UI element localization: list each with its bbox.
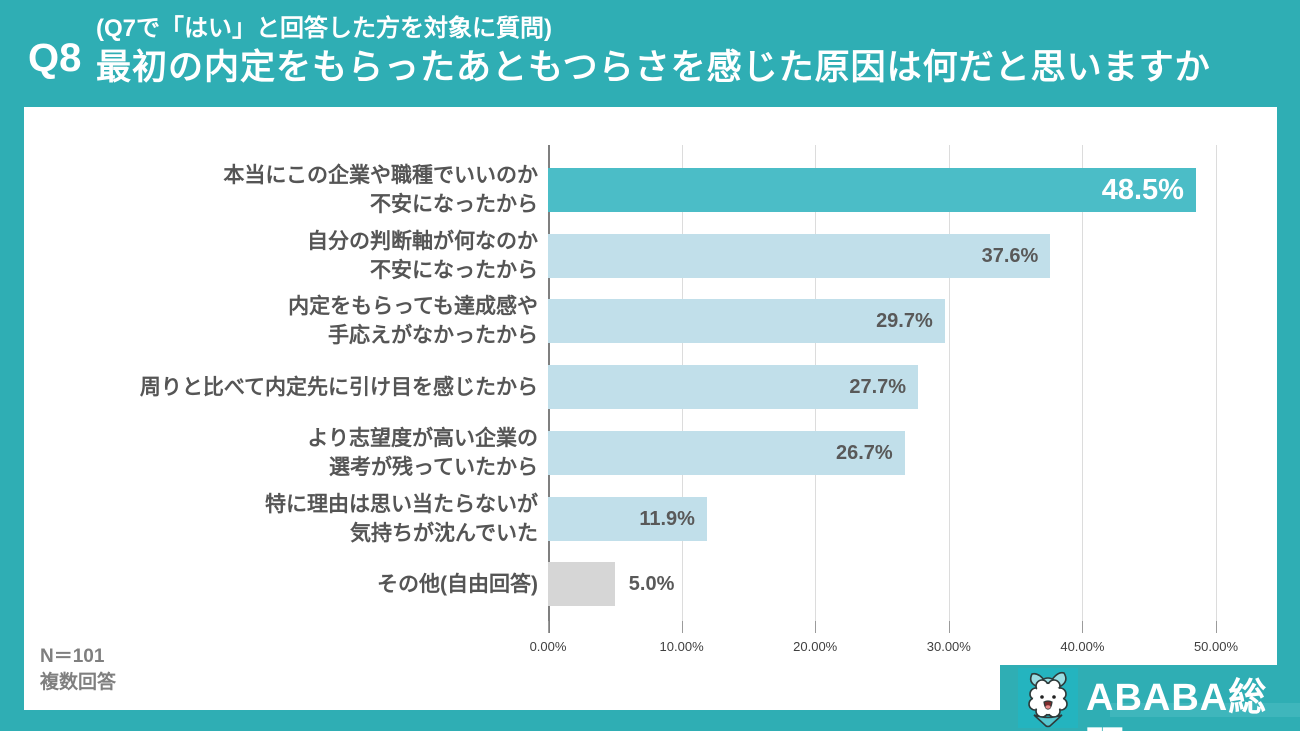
gridline bbox=[1216, 145, 1217, 621]
header-subtitle: (Q7で「はい」と回答した方を対象に質問) bbox=[96, 15, 552, 42]
category-label-3: 周りと比べて内定先に引け目を感じたから bbox=[139, 376, 538, 399]
chart-card: 0.00% 10.00% 20.00% 30.00% 40.00% 50.00% 本当にこの… bbox=[24, 107, 1277, 710]
axis-tick bbox=[548, 621, 549, 633]
value-label-1: 37.6% bbox=[981, 244, 1039, 267]
axis-tick bbox=[815, 621, 817, 633]
page-title: 最初の内定をもらったあともつらさを感じた原因は何だと思いますか bbox=[96, 48, 1211, 87]
category-label-6: その他(自由回答) bbox=[377, 573, 538, 596]
x-tick-label: 50.00% bbox=[1193, 639, 1239, 654]
category-label-1: 自分の判断軸が何なのか 不安になったから bbox=[307, 230, 538, 282]
axis-tick bbox=[681, 621, 683, 633]
footnote: N＝101 複数回答 bbox=[40, 644, 116, 696]
gridline bbox=[948, 145, 950, 621]
bar-6 bbox=[548, 562, 615, 607]
axis-tick bbox=[948, 621, 950, 633]
bar-2 bbox=[548, 299, 945, 344]
logo-brand-name: ABABA総研 bbox=[1086, 677, 1268, 731]
category-label-0: 本当にこの企業や職種でいいのか 不安になったから bbox=[223, 164, 538, 216]
bar-chart: 0.00% 10.00% 20.00% 30.00% 40.00% 50.00% 本当にこの… bbox=[24, 107, 1277, 710]
x-tick-label: 10.00% bbox=[659, 639, 704, 654]
bar-5 bbox=[548, 496, 707, 541]
bar-3 bbox=[548, 365, 919, 410]
x-tick-label: 30.00% bbox=[926, 639, 971, 654]
value-label-6: 5.0% bbox=[628, 573, 675, 596]
value-label-3: 27.7% bbox=[849, 376, 907, 399]
bar-0 bbox=[548, 168, 1196, 212]
value-label-4: 26.7% bbox=[835, 441, 893, 464]
value-label-5: 11.9% bbox=[639, 507, 695, 530]
ababa-mascot-icon bbox=[1018, 668, 1078, 728]
gridline bbox=[1082, 145, 1084, 621]
x-tick-label: 40.00% bbox=[1060, 639, 1105, 654]
bar-4 bbox=[548, 430, 905, 475]
bar-1 bbox=[548, 233, 1051, 278]
sample-size: N＝101 bbox=[40, 646, 105, 667]
value-label-0: 48.5% bbox=[1101, 174, 1184, 206]
axis-tick bbox=[1216, 621, 1217, 633]
value-label-2: 29.7% bbox=[876, 310, 933, 333]
axis-tick bbox=[1082, 621, 1084, 633]
category-label-5: 特に理由は思い当たらないが 気持ちが沈んでいた bbox=[265, 493, 538, 545]
x-tick-label: 20.00% bbox=[793, 639, 838, 654]
category-label-2: 内定をもらっても達成感や 手応えがなかったから bbox=[288, 295, 538, 347]
category-label-4: より志望度が高い企業の 選考が残っていたから bbox=[307, 427, 538, 479]
logo-background-strip bbox=[1110, 703, 1300, 717]
x-tick-label: 0.00% bbox=[529, 639, 567, 654]
question-number: Q8 bbox=[28, 36, 82, 80]
multiple-answer-note: 複数回答 bbox=[40, 672, 117, 693]
